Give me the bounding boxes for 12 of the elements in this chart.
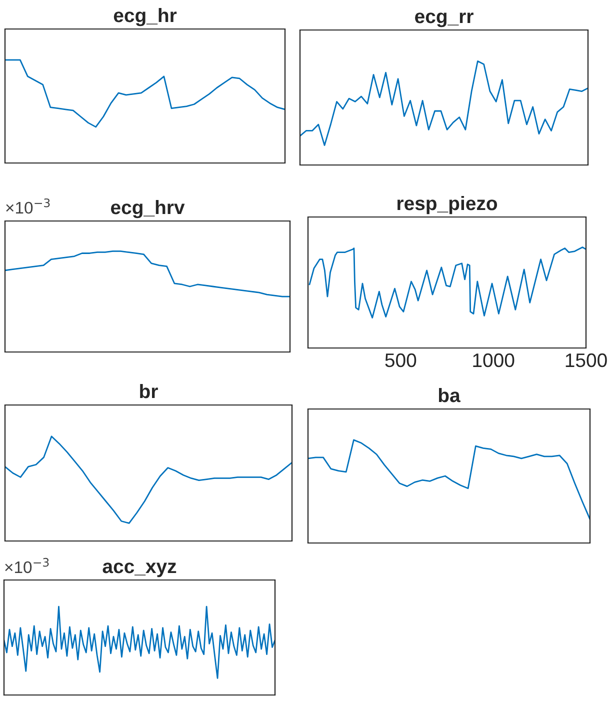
text: ×10$^{−3}$ <box>6 198 50 214</box>
x-tick-label: 1000 <box>473 353 514 368</box>
chart-title: ba <box>438 388 460 402</box>
chart-title: ecg_hr <box>114 8 177 26</box>
chart-title: br <box>140 384 158 398</box>
chart-title: resp_piezo <box>397 196 498 214</box>
chart-title: ecg_rr <box>415 12 474 28</box>
chart-title: ecg_hrv <box>110 200 185 218</box>
x-tick-label: 500 <box>385 353 416 368</box>
text: ×10$^{−3}$ <box>5 558 49 574</box>
x-tick-label: 1500 <box>566 353 607 368</box>
chart-title: acc_xyz <box>102 562 176 578</box>
